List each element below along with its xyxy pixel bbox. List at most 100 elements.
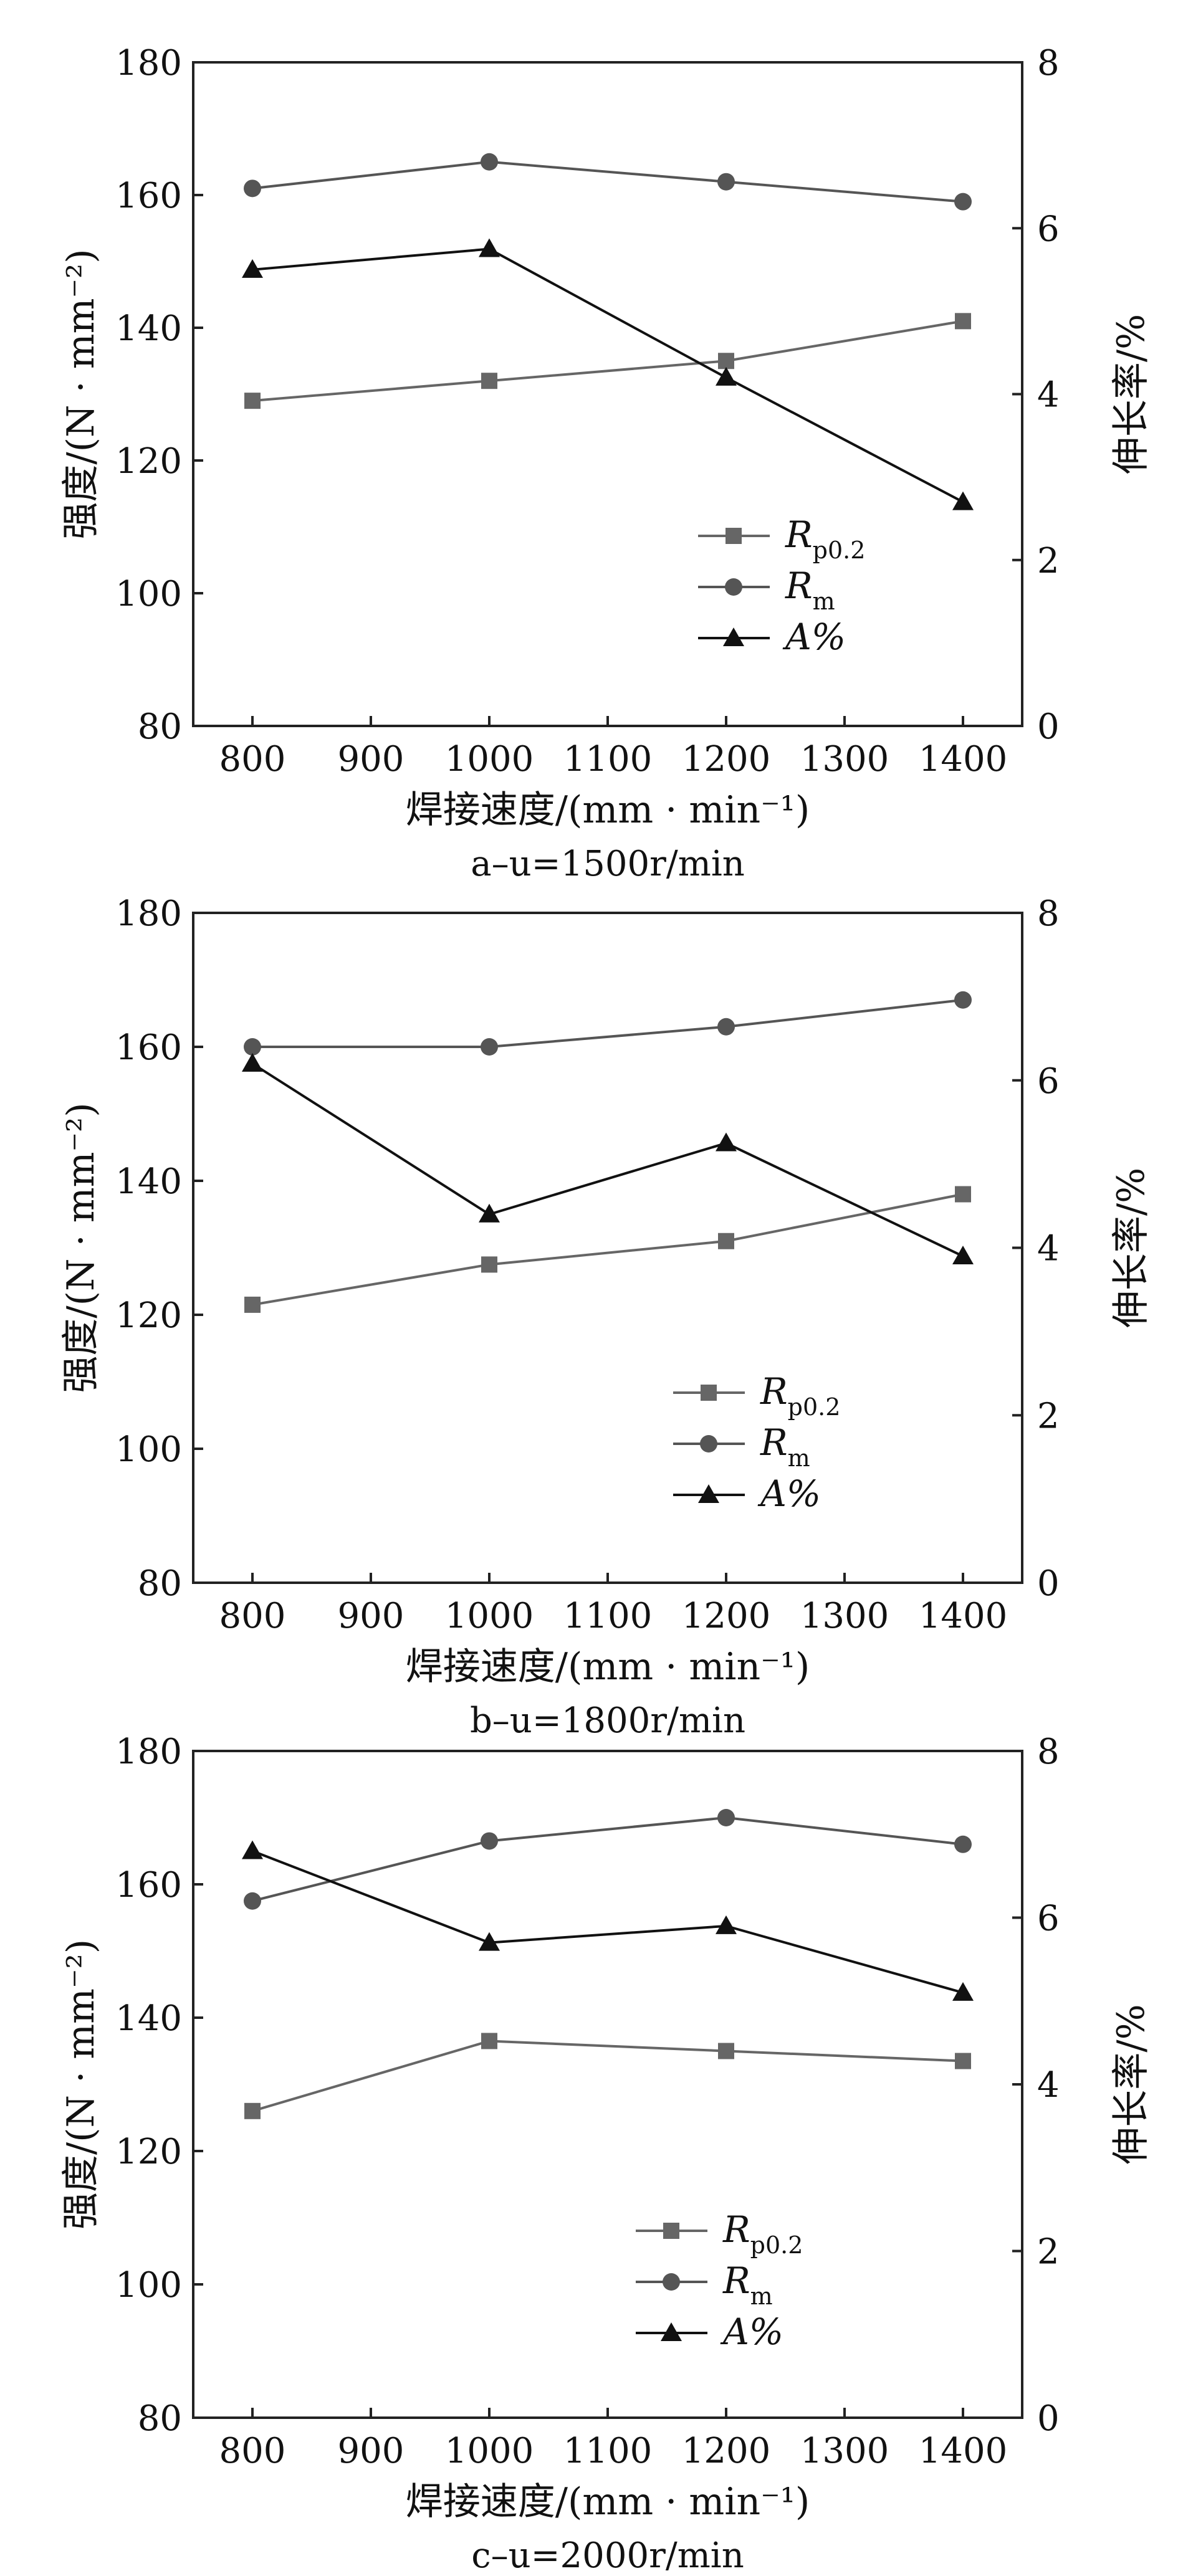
y2-tick-label: 2: [1037, 2232, 1060, 2273]
x-tick-label: 900: [338, 739, 405, 780]
y2-tick-label: 2: [1037, 541, 1060, 581]
y2-tick-label: 4: [1037, 375, 1060, 416]
y-axis-title: 强度/(N · mm⁻²): [59, 1102, 103, 1393]
data-point-circle: [954, 1835, 972, 1853]
legend-label: Rm: [785, 565, 835, 615]
data-point-square: [244, 393, 261, 409]
data-point-circle: [954, 193, 972, 211]
legend-marker-square: [701, 1385, 717, 1401]
data-point-triangle: [479, 238, 500, 257]
y2-tick-label: 0: [1037, 707, 1060, 747]
data-point-circle: [717, 173, 735, 191]
x-tick-label: 1100: [563, 2431, 653, 2471]
legend-label: Rp0.2: [760, 1370, 840, 1421]
x-tick-label: 900: [338, 1596, 405, 1636]
x-axis-title: 焊接速度/(mm · min⁻¹): [406, 1645, 810, 1689]
y-tick-label: 160: [115, 1028, 182, 1068]
x-tick-label: 800: [219, 2431, 286, 2471]
y-tick-label: 80: [138, 707, 182, 747]
y-tick-label: 80: [138, 1563, 182, 1604]
data-point-square: [718, 1233, 734, 1249]
y-axis-title: 强度/(N · mm⁻²): [59, 249, 103, 539]
x-tick-label: 800: [219, 739, 286, 780]
legend-marker-square: [725, 528, 742, 544]
x-tick-label: 1400: [919, 2431, 1008, 2471]
data-point-square: [955, 1186, 971, 1203]
y2-tick-label: 4: [1037, 1229, 1060, 1269]
y2-tick-label: 8: [1037, 894, 1060, 934]
x-tick-label: 1200: [682, 2431, 771, 2471]
y-tick-label: 120: [115, 2132, 182, 2172]
y-tick-label: 140: [115, 1998, 182, 2039]
y2-tick-label: 8: [1037, 43, 1060, 83]
y-tick-label: 120: [115, 441, 182, 482]
x-tick-label: 1300: [800, 739, 889, 780]
series-line-square: [252, 1193, 964, 1306]
data-point-square: [955, 2053, 971, 2069]
y2-tick-label: 0: [1037, 2398, 1060, 2439]
x-tick-label: 1200: [682, 1596, 771, 1636]
y-tick-label: 100: [115, 574, 182, 614]
data-point-circle: [244, 1892, 261, 1910]
y2-tick-label: 6: [1037, 1061, 1060, 1102]
legend-label: A%: [720, 2311, 783, 2353]
x-tick-label: 1000: [445, 739, 534, 780]
data-point-circle: [244, 1038, 261, 1056]
y-tick-label: 160: [115, 176, 182, 216]
data-point-triangle: [716, 1915, 737, 1934]
data-point-square: [718, 2043, 734, 2059]
legend-marker-circle: [663, 2273, 680, 2291]
data-point-square: [244, 1296, 261, 1313]
y-tick-label: 100: [115, 1429, 182, 1470]
data-point-circle: [717, 1809, 735, 1826]
y2-tick-label: 0: [1037, 1563, 1060, 1604]
y-tick-label: 140: [115, 1162, 182, 1202]
x-tick-label: 1100: [563, 739, 653, 780]
x-tick-label: 1400: [919, 1596, 1008, 1636]
legend-marker-square: [663, 2223, 679, 2239]
x-tick-label: 1300: [800, 2431, 889, 2471]
data-point-circle: [481, 1832, 498, 1850]
data-point-triangle: [242, 1840, 263, 1859]
series-line-triangle: [252, 247, 964, 503]
data-point-triangle: [952, 1245, 974, 1264]
series-line-square: [252, 2039, 964, 2112]
x-tick-label: 1400: [919, 739, 1008, 780]
data-point-square: [718, 353, 734, 370]
legend-label: Rp0.2: [722, 2208, 803, 2259]
data-point-circle: [244, 179, 261, 198]
series-line-triangle: [252, 1849, 964, 1994]
x-tick-label: 1300: [800, 1596, 889, 1636]
legend-marker-circle: [700, 1435, 717, 1453]
legend-label: Rm: [760, 1421, 810, 1472]
y2-tick-label: 4: [1037, 2065, 1060, 2106]
panel-caption: b–u=1800r/min: [470, 1701, 745, 1741]
series-line-circle: [252, 160, 964, 203]
y-tick-label: 140: [115, 308, 182, 349]
x-tick-label: 900: [338, 2431, 405, 2471]
series-line-square: [252, 320, 964, 403]
data-point-triangle: [479, 1203, 500, 1223]
y-tick-label: 180: [115, 894, 182, 934]
data-point-circle: [481, 1038, 498, 1056]
legend-label: A%: [782, 616, 846, 658]
data-point-square: [955, 313, 971, 330]
legend-label: A%: [757, 1472, 821, 1515]
data-point-square: [481, 373, 497, 389]
data-point-triangle: [952, 491, 974, 510]
legend-marker-triangle: [698, 1484, 719, 1503]
legend-marker-triangle: [661, 2322, 682, 2341]
plot-frame: [192, 1750, 1023, 2419]
chart-panel-2: 800 900 1000 1100 1200 1300 140080100120140160…: [59, 894, 1153, 1741]
legend-marker-triangle: [723, 627, 744, 646]
panel-caption: a–u=1500r/min: [471, 844, 745, 884]
series-line-circle: [252, 998, 964, 1048]
y-axis-title: 强度/(N · mm⁻²): [59, 1939, 103, 2230]
panel-caption: c–u=2000r/min: [471, 2535, 744, 2576]
data-point-square: [481, 2033, 497, 2049]
x-tick-label: 1000: [445, 2431, 534, 2471]
